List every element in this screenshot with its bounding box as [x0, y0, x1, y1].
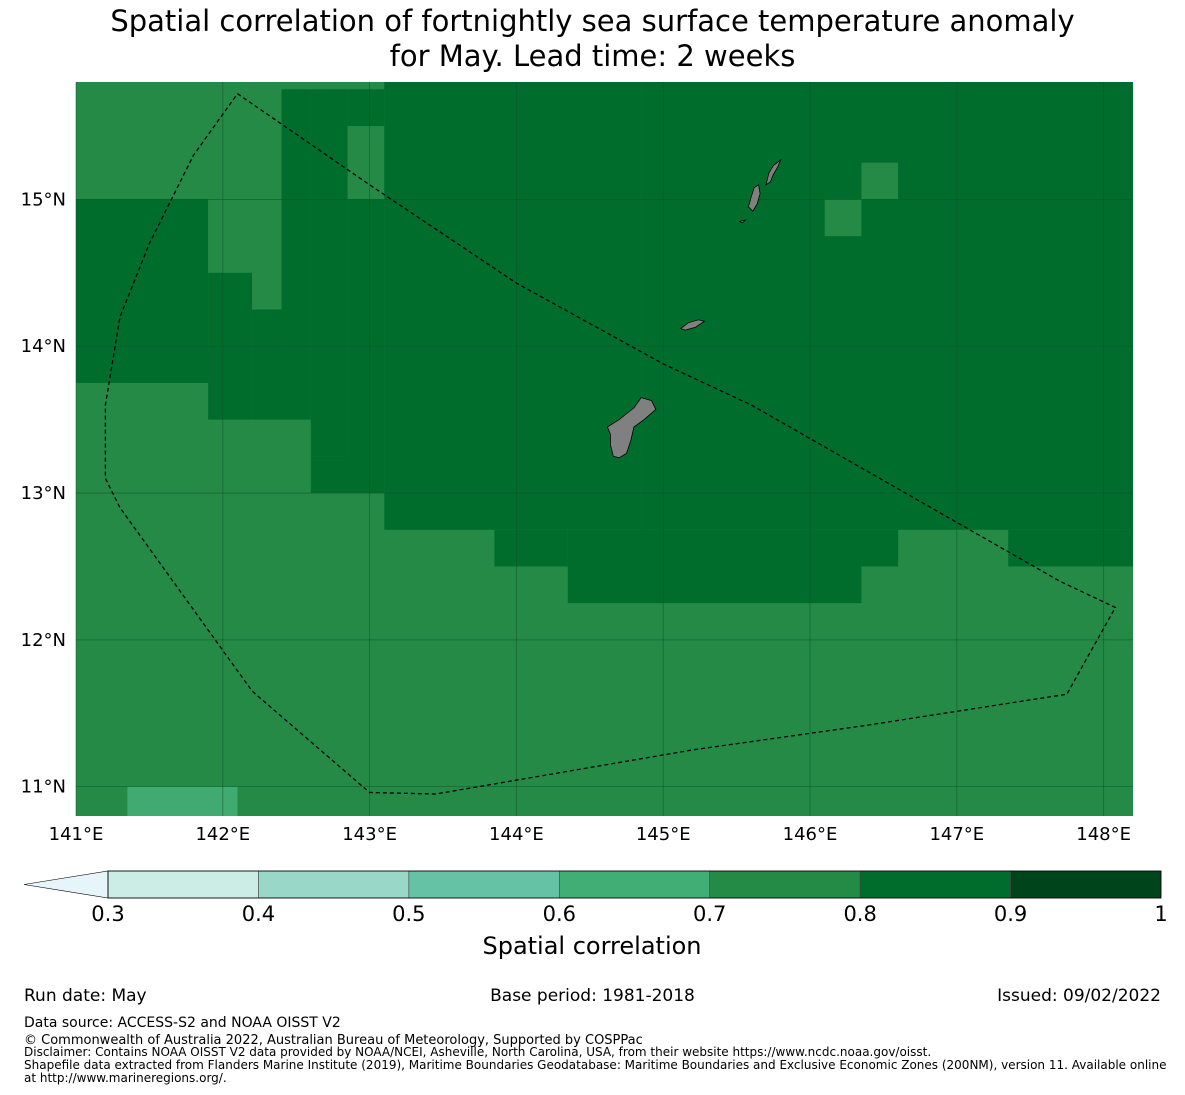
correlation-cell	[164, 346, 209, 383]
correlation-cell	[127, 786, 238, 816]
data-source: Data source: ACCESS-S2 and NOAA OISST V2	[24, 1015, 341, 1031]
island-guam	[606, 397, 657, 459]
eez-boundary	[104, 93, 1117, 795]
shapefile-credit: Shapefile data extracted from Flanders M…	[24, 1058, 1167, 1085]
colorbar-frame	[107, 870, 1162, 899]
correlation-cell	[347, 89, 385, 127]
longitude-tick-label: 145°E	[636, 824, 691, 845]
colorbar-tick-label: 0.4	[242, 902, 275, 926]
longitude-tick-label: 146°E	[783, 824, 838, 845]
latitude-tick-label: 15°N	[21, 189, 66, 210]
latitude-tick-label: 14°N	[21, 336, 66, 357]
correlation-cell	[494, 529, 568, 567]
colorbar-tick-label: 0.5	[392, 902, 425, 926]
map-title-line-1: Spatial correlation of fortnightly sea s…	[110, 4, 1075, 38]
disclaimer: Disclaimer: Contains NOAA OISST V2 data …	[24, 1045, 932, 1059]
latitude-axis: 15°N 14°N 13°N 12°N 11°N	[21, 189, 66, 797]
correlation-cell	[310, 456, 348, 494]
island-rota	[679, 319, 706, 331]
latitude-tick-label: 11°N	[21, 777, 66, 798]
latitude-tick-label: 12°N	[21, 630, 66, 651]
island-aguijan	[738, 219, 747, 224]
latitude-tick-label: 13°N	[21, 483, 66, 504]
colorbar-bin	[408, 870, 560, 899]
colorbar-tick-label: 0.9	[994, 902, 1027, 926]
correlation-cell	[641, 82, 1133, 530]
colorbar-tick-label: 1	[1154, 902, 1167, 926]
correlation-cell	[310, 89, 348, 457]
colorbar-bin	[1010, 870, 1162, 899]
map-title-line-2: for May. Lead time: 2 weeks	[389, 39, 796, 73]
correlation-cell	[281, 89, 311, 420]
colorbar-bin	[859, 870, 1011, 899]
map-area	[75, 82, 1133, 816]
run-date: Run date: May	[24, 986, 147, 1006]
longitude-tick-label: 147°E	[929, 824, 984, 845]
correlation-cell	[252, 309, 282, 420]
correlation-cell	[824, 199, 862, 237]
colorbar-tick-label: 0.8	[843, 902, 876, 926]
colorbar-bin	[558, 870, 711, 899]
colorbar-bin	[107, 870, 259, 899]
correlation-cell	[861, 162, 899, 200]
base-period: Base period: 1981-2018	[490, 986, 695, 1006]
longitude-tick-label: 142°E	[195, 824, 250, 845]
map-title: Spatial correlation of fortnightly sea s…	[0, 4, 1185, 74]
colorbar-tick-label: 0.3	[91, 902, 124, 926]
longitude-tick-label: 143°E	[342, 824, 397, 845]
colorbar-bin	[709, 870, 861, 899]
colorbar-tick-label: 0.7	[693, 902, 726, 926]
copyright-notice: © Commonwealth of Australia 2022, Austra…	[24, 1033, 643, 1048]
colorbar-tick-label: 0.6	[543, 902, 576, 926]
colorbar-bin	[258, 870, 410, 899]
longitude-tick-label: 141°E	[49, 824, 104, 845]
correlation-cell	[208, 199, 253, 273]
correlation-cell	[861, 529, 899, 567]
island-tinian	[747, 184, 761, 212]
island-saipan	[765, 158, 782, 186]
issued-date: Issued: 09/02/2022	[997, 986, 1161, 1006]
correlation-cell	[567, 529, 862, 604]
longitude-tick-label: 148°E	[1076, 824, 1131, 845]
correlation-cell	[1008, 529, 1133, 567]
colorbar: 0.3 0.4 0.5 0.6 0.7 0.8 0.9 1 Spatial correlatio…	[23, 870, 1168, 960]
longitude-tick-label: 144°E	[489, 824, 544, 845]
colorbar-title: Spatial correlation	[482, 932, 701, 960]
correlation-cell	[384, 82, 642, 530]
colorbar-extend-arrow	[23, 870, 109, 899]
correlation-cell	[252, 199, 282, 310]
longitude-axis: 141°E 142°E 143°E 144°E 145°E 146°E 147°E 148°E	[49, 824, 1131, 845]
